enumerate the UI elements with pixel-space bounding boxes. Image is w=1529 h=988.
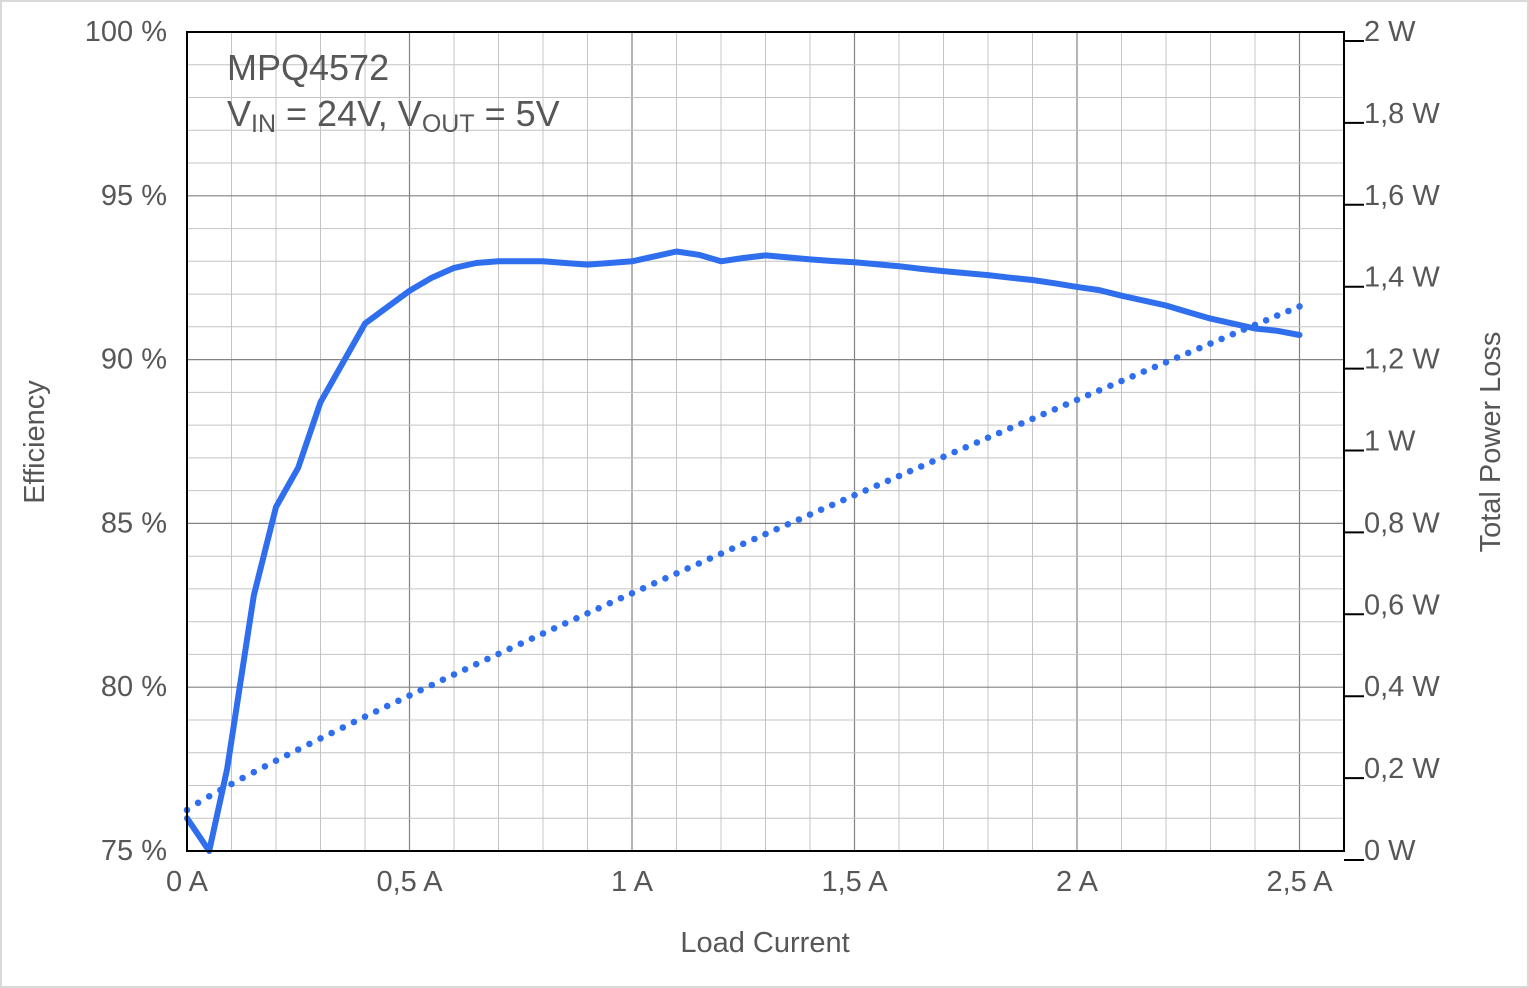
svg-text:0,4 W: 0,4 W <box>1364 671 1440 703</box>
svg-text:100 %: 100 % <box>85 16 167 48</box>
svg-text:0,2 W: 0,2 W <box>1364 753 1440 785</box>
svg-text:0 W: 0 W <box>1364 835 1416 867</box>
svg-text:Total Power Loss: Total Power Loss <box>1475 332 1507 553</box>
svg-text:75 %: 75 % <box>101 835 167 867</box>
svg-text:95 %: 95 % <box>101 180 167 212</box>
svg-text:0,8 W: 0,8 W <box>1364 507 1440 539</box>
svg-text:VIN = 24V, VOUT = 5V: VIN = 24V, VOUT = 5V <box>227 93 560 138</box>
svg-text:1,4 W: 1,4 W <box>1364 262 1440 294</box>
svg-text:90 %: 90 % <box>101 344 167 376</box>
svg-text:1,6 W: 1,6 W <box>1364 180 1440 212</box>
svg-text:1,2 W: 1,2 W <box>1364 344 1440 376</box>
svg-text:80 %: 80 % <box>101 671 167 703</box>
svg-text:1 A: 1 A <box>611 866 654 898</box>
svg-text:Load Current: Load Current <box>680 927 849 959</box>
svg-text:0 A: 0 A <box>166 866 209 898</box>
svg-text:1,8 W: 1,8 W <box>1364 98 1440 130</box>
svg-text:2,5 A: 2,5 A <box>1266 866 1333 898</box>
svg-text:MPQ4572: MPQ4572 <box>227 47 389 88</box>
svg-text:1 W: 1 W <box>1364 426 1416 458</box>
svg-text:1,5 A: 1,5 A <box>821 866 888 898</box>
svg-text:85 %: 85 % <box>101 507 167 539</box>
svg-text:2 W: 2 W <box>1364 16 1416 48</box>
svg-text:0,5 A: 0,5 A <box>376 866 443 898</box>
svg-text:2 A: 2 A <box>1056 866 1099 898</box>
svg-text:Efficiency: Efficiency <box>19 380 51 504</box>
svg-text:0,6 W: 0,6 W <box>1364 589 1440 621</box>
